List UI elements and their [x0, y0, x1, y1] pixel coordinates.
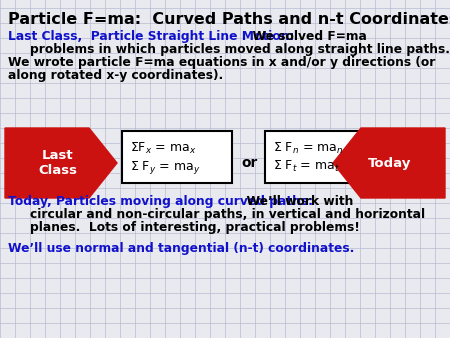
Polygon shape — [333, 128, 445, 198]
Text: We solved F=ma: We solved F=ma — [244, 30, 367, 43]
Text: $\Sigma$F$_x$ = ma$_x$: $\Sigma$F$_x$ = ma$_x$ — [130, 141, 196, 156]
Text: problems in which particles moved along straight line paths.: problems in which particles moved along … — [30, 43, 450, 56]
Text: along rotated x-y coordinates).: along rotated x-y coordinates). — [8, 69, 223, 82]
Text: or: or — [241, 156, 257, 170]
Text: We’ll use normal and tangential (n-t) coordinates.: We’ll use normal and tangential (n-t) co… — [8, 242, 355, 255]
Text: We’ll work with: We’ll work with — [238, 195, 353, 208]
Text: Last Class,  Particle Straight Line Motion:: Last Class, Particle Straight Line Motio… — [8, 30, 294, 43]
Text: Particle F=ma:  Curved Paths and n-t Coordinates: Particle F=ma: Curved Paths and n-t Coor… — [8, 12, 450, 27]
FancyBboxPatch shape — [122, 131, 232, 183]
Text: Today: Today — [368, 156, 412, 169]
Text: planes.  Lots of interesting, practical problems!: planes. Lots of interesting, practical p… — [30, 221, 360, 234]
Text: $\Sigma$ F$_n$ = ma$_n$: $\Sigma$ F$_n$ = ma$_n$ — [273, 141, 343, 156]
Text: $\Sigma$ F$_y$ = ma$_y$: $\Sigma$ F$_y$ = ma$_y$ — [130, 159, 200, 176]
Text: circular and non-circular paths, in vertical and horizontal: circular and non-circular paths, in vert… — [30, 208, 425, 221]
Text: We wrote particle F=ma equations in x and/or y directions (or: We wrote particle F=ma equations in x an… — [8, 56, 436, 69]
Text: $\Sigma$ F$_t$ = ma$_t$: $\Sigma$ F$_t$ = ma$_t$ — [273, 159, 340, 174]
FancyBboxPatch shape — [265, 131, 375, 183]
Text: Today, Particles moving along curved paths:: Today, Particles moving along curved pat… — [8, 195, 313, 208]
Polygon shape — [5, 128, 117, 198]
Text: Last
Class: Last Class — [39, 149, 77, 177]
